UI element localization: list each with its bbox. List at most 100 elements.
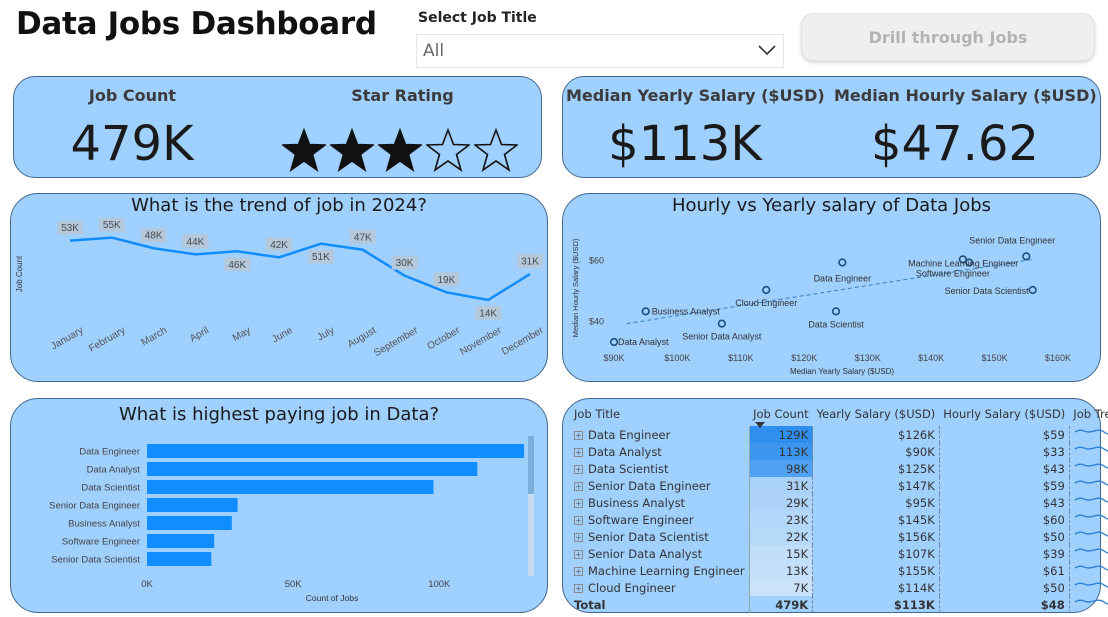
bar-label-data-engineer: Data Engineer xyxy=(79,447,140,458)
table-row[interactable]: + Senior Data Engineer 31K $147K $59 xyxy=(570,477,1108,494)
drill-through-jobs-button[interactable]: Drill through Jobs xyxy=(801,13,1095,61)
expand-icon[interactable]: + xyxy=(574,549,583,559)
data-label-bg xyxy=(224,257,251,272)
table-row[interactable]: + Business Analyst 29K $95K $43 xyxy=(570,494,1108,511)
table-row[interactable]: + Data Analyst 113K $90K $33 xyxy=(570,443,1108,460)
job-trend-sparkline xyxy=(1074,548,1108,554)
yearly-salary-cell: $126K xyxy=(812,426,940,443)
expand-icon[interactable]: + xyxy=(574,515,583,525)
job-title-cell[interactable]: + Data Analyst xyxy=(570,443,749,460)
x-tick: $130K xyxy=(855,353,881,363)
jobs-table-wrap: Job Title Job Count Yearly Salary ($USD)… xyxy=(570,406,1108,613)
scatter-label: Senior Data Analyst xyxy=(682,332,762,342)
data-label-bg xyxy=(517,254,543,269)
job-title-cell[interactable]: + Senior Data Engineer xyxy=(570,477,749,494)
job-title-cell[interactable]: + Business Analyst xyxy=(570,494,749,511)
col-job-count[interactable]: Job Count xyxy=(749,406,813,428)
table-row[interactable]: + Data Scientist 98K $125K $43 xyxy=(570,460,1108,477)
job-trend-sparkline xyxy=(1074,497,1108,503)
chevron-down-icon[interactable] xyxy=(757,43,777,57)
x-tick-march: March xyxy=(140,325,170,348)
x-tick: $120K xyxy=(791,353,817,363)
data-label-bg xyxy=(266,237,293,252)
x-tick: $140K xyxy=(918,353,944,363)
expand-icon[interactable]: + xyxy=(574,532,583,542)
data-label-november: 14K xyxy=(475,305,502,320)
expand-icon[interactable]: + xyxy=(574,430,583,440)
table-row[interactable]: + Senior Data Analyst 15K $107K $39 xyxy=(570,545,1108,562)
job-title-cell[interactable]: + Data Engineer xyxy=(570,426,749,443)
job-title-cell[interactable]: + Senior Data Scientist xyxy=(570,528,749,545)
expand-icon[interactable]: + xyxy=(574,481,583,491)
x-tick: 100K xyxy=(428,579,451,590)
job-title-cell[interactable]: + Cloud Engineer xyxy=(570,579,749,596)
job-trend-cell xyxy=(1069,562,1108,579)
data-label-bg xyxy=(475,305,502,320)
x-tick-june: June xyxy=(270,325,295,346)
y-tick: $40 xyxy=(589,317,604,327)
data-label-may: 46K xyxy=(224,257,251,272)
col-job-title[interactable]: Job Title xyxy=(574,407,621,421)
y-axis-label: Job Count xyxy=(15,255,24,292)
yearly-salary-cell: $107K xyxy=(812,545,940,562)
job-trend-cell xyxy=(1069,579,1108,596)
job-count-cell: 113K xyxy=(748,443,814,460)
table-row[interactable]: + Senior Data Scientist 22K $156K $50 xyxy=(570,528,1108,545)
scatter-point-data-engineer: Data Engineer xyxy=(814,258,871,283)
job-title-cell[interactable]: + Machine Learning Engineer xyxy=(570,562,749,579)
total-job-count-cell: 479K xyxy=(748,596,814,613)
scatter-marker xyxy=(965,258,974,267)
total-label-cell: Total xyxy=(574,597,606,612)
x-tick: $160K xyxy=(1045,353,1071,363)
x-tick-february: February xyxy=(87,325,127,355)
data-label-text: 14K xyxy=(479,308,497,319)
data-label-text: 55K xyxy=(103,220,121,231)
data-label-december: 31K xyxy=(517,254,543,269)
job-trend-cell xyxy=(1069,460,1108,477)
highest-paying-title: What is highest paying job in Data? xyxy=(118,404,440,425)
table-row[interactable]: + Data Engineer 129K $126K $59 xyxy=(570,426,1108,443)
highest-paying-bar-chart[interactable]: Data Engineer Data Analyst Data Scientist S… xyxy=(10,430,548,610)
scatter-marker xyxy=(641,307,650,316)
expand-icon[interactable]: + xyxy=(574,566,583,576)
job-trend-sparkline xyxy=(1074,531,1108,537)
expand-icon[interactable]: + xyxy=(574,464,583,474)
table-row[interactable]: + Cloud Engineer 7K $114K $50 xyxy=(570,579,1108,596)
salary-scatter-card xyxy=(562,193,1101,382)
job-count-cell: 31K xyxy=(748,477,814,494)
sort-desc-icon[interactable] xyxy=(755,422,766,428)
bar-business-analyst xyxy=(147,516,232,530)
expand-icon[interactable]: + xyxy=(574,583,583,593)
scatter-point-cloud-engineer: Cloud Engineer xyxy=(735,285,797,308)
data-label-text: 48K xyxy=(145,231,163,242)
hourly-salary-cell: $50 xyxy=(939,579,1070,596)
hourly-salary-cell: $43 xyxy=(939,460,1070,477)
expand-icon[interactable]: + xyxy=(574,447,583,457)
table-row[interactable]: + Machine Learning Engineer 13K $155K $61 xyxy=(570,562,1108,579)
table-total-row: Total 479K $113K $48 xyxy=(570,596,1108,613)
job-count-cell: 15K xyxy=(748,545,814,562)
hourly-salary-cell: $59 xyxy=(939,426,1070,443)
job-trend-line-chart[interactable]: Job Count 53K 55K 48K 44K 46K 42K 51K 47K 30K 19K 1… xyxy=(10,218,548,378)
yearly-salary-cell: $114K xyxy=(812,579,940,596)
table-row[interactable]: + Software Engineer 23K $145K $60 xyxy=(570,511,1108,528)
salary-scatter-chart[interactable]: Median Hourly Salary ($USD) $40 $60 $90K $10… xyxy=(562,218,1101,380)
bar-label-senior-data-engineer: Senior Data Engineer xyxy=(49,501,140,512)
col-yearly-salary[interactable]: Yearly Salary ($USD) xyxy=(816,407,936,421)
x-tick: $150K xyxy=(982,353,1008,363)
col-hourly-salary[interactable]: Hourly Salary ($USD) xyxy=(943,407,1066,421)
job-title-cell[interactable]: + Software Engineer xyxy=(570,511,749,528)
star-empty-icon xyxy=(426,128,470,172)
x-tick-august: August xyxy=(346,325,379,350)
data-label-september: 30K xyxy=(391,255,418,270)
job-title-cell[interactable]: + Data Scientist xyxy=(570,460,749,477)
hourly-salary-cell: $61 xyxy=(939,562,1070,579)
col-job-trend[interactable]: Job Trend xyxy=(1073,407,1108,421)
job-title-slicer[interactable]: All xyxy=(416,34,784,68)
scatter-point-senior-data-scientist: Senior Data Scientist xyxy=(945,285,1037,296)
expand-icon[interactable]: + xyxy=(574,498,583,508)
job-title-cell[interactable]: + Senior Data Analyst xyxy=(570,545,749,562)
yearly-salary-cell: $147K xyxy=(812,477,940,494)
job-trend-sparkline xyxy=(1074,480,1108,486)
yearly-salary-cell: $90K xyxy=(812,443,940,460)
